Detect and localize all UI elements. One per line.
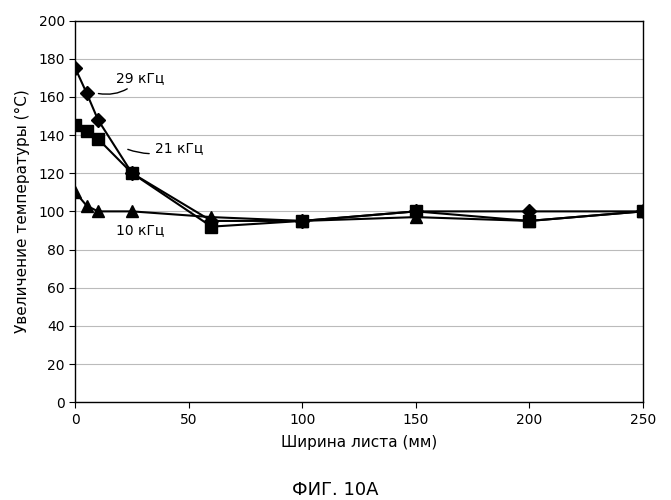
X-axis label: Ширина листа (мм): Ширина листа (мм): [281, 435, 437, 450]
Y-axis label: Увеличение температуры (°С): Увеличение температуры (°С): [15, 90, 30, 333]
Text: 10 кГц: 10 кГц: [116, 224, 164, 237]
Text: ФИГ. 10А: ФИГ. 10А: [293, 481, 378, 499]
Text: 21 кГц: 21 кГц: [127, 141, 203, 155]
Text: 29 кГц: 29 кГц: [99, 70, 164, 94]
